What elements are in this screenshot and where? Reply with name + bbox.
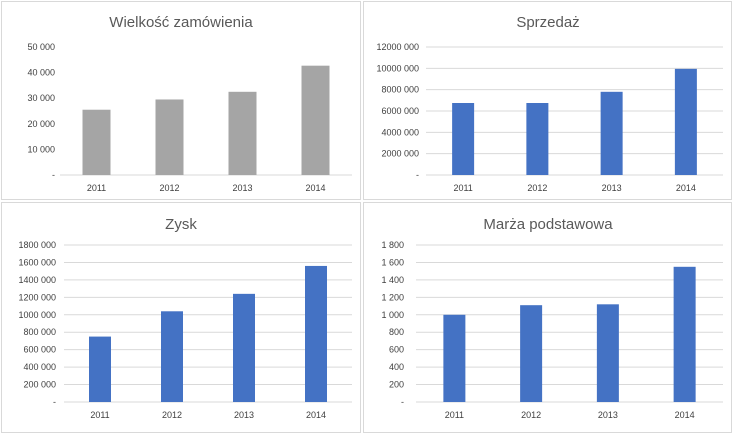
y-tick-label: -	[53, 397, 56, 407]
y-tick-label: 1200 000	[18, 292, 56, 302]
y-tick-label: 10 000	[27, 144, 55, 154]
y-tick-label: 200 000	[23, 380, 56, 390]
x-tick-label: 2013	[598, 410, 618, 420]
bar-2013	[228, 91, 257, 175]
x-tick-label: 2014	[306, 410, 326, 420]
y-tick-label: 600	[389, 345, 404, 355]
y-tick-label: 40 000	[27, 68, 55, 78]
y-tick-label: 12000 000	[376, 42, 419, 52]
y-tick-label: 20 000	[27, 119, 55, 129]
y-tick-label: 400	[389, 362, 404, 372]
y-tick-label: 1 000	[381, 310, 404, 320]
y-tick-label: 10000 000	[376, 63, 419, 73]
chart-panel-profit: Zysk - 200 000 400 000 600 000 800 000 1000 00…	[1, 202, 361, 433]
y-tick-label: 1 600	[381, 257, 404, 267]
x-tick-label: 2011	[87, 183, 106, 193]
y-tick-label: 50 000	[27, 42, 55, 52]
chart-panel-sales: Sprzedaż - 2000 000 4000 000 6000 000 8000 00…	[363, 1, 732, 200]
x-tick-label: 2012	[521, 410, 541, 420]
x-tick-label: 2014	[305, 183, 325, 193]
y-tick-label: 1 400	[381, 275, 404, 285]
x-tick-label: 2012	[527, 183, 547, 193]
bar-2013	[233, 293, 255, 402]
x-tick-label: 2014	[676, 183, 696, 193]
chart-panel-gross-margin: Marża podstawowa - 200 400 600 800 1 000 1 200 1…	[363, 202, 732, 433]
gross-margin-chart: Marża podstawowa - 200 400 600 800 1 000 1 200 1…	[381, 216, 723, 420]
y-tick-label: 4000 000	[381, 127, 419, 137]
y-tick-label: 1600 000	[18, 257, 56, 267]
chart-title: Sprzedaż	[516, 14, 579, 31]
x-tick-label: 2013	[602, 183, 622, 193]
bar-2012	[161, 311, 183, 402]
bar-2014	[674, 68, 697, 175]
bar-2014	[305, 265, 327, 402]
y-tick-label: 1000 000	[18, 310, 56, 320]
y-tick-label: 400 000	[23, 362, 56, 372]
bar-2011	[82, 109, 111, 175]
chart-panel-order-size: Wielkość zamówienia - 10 000 20 000 30 000 40…	[1, 1, 361, 200]
x-tick-label: 2012	[162, 410, 182, 420]
y-tick-label: 1 800	[381, 240, 404, 250]
x-tick-label: 2011	[453, 183, 472, 193]
y-tick-label: 30 000	[27, 93, 55, 103]
sales-chart: Sprzedaż - 2000 000 4000 000 6000 000 8000 00…	[376, 14, 723, 193]
profit-chart: Zysk - 200 000 400 000 600 000 800 000 1000 00…	[18, 216, 352, 420]
x-tick-label: 2014	[675, 410, 695, 420]
order-size-chart: Wielkość zamówienia - 10 000 20 000 30 000 40…	[27, 14, 352, 193]
y-tick-label: 2000 000	[381, 149, 419, 159]
chart-title: Wielkość zamówienia	[109, 14, 253, 31]
chart-title: Zysk	[165, 216, 197, 233]
chart-title: Marża podstawowa	[483, 216, 613, 233]
x-tick-label: 2011	[90, 410, 109, 420]
y-tick-label: 1 200	[381, 292, 404, 302]
bar-2012	[155, 99, 184, 175]
bar-2011	[89, 336, 111, 402]
x-tick-label: 2013	[232, 183, 252, 193]
y-tick-label: 8000 000	[381, 85, 419, 95]
bar-2014	[301, 65, 330, 175]
y-tick-label: -	[416, 170, 419, 180]
bar-2013	[596, 304, 619, 402]
bar-2012	[520, 305, 543, 402]
bar-2011	[443, 314, 466, 402]
y-tick-label: -	[401, 397, 404, 407]
y-tick-label: 200	[389, 380, 404, 390]
bar-2012	[526, 103, 549, 175]
x-tick-label: 2013	[234, 410, 254, 420]
y-tick-label: 1400 000	[18, 275, 56, 285]
y-tick-label: 6000 000	[381, 106, 419, 116]
y-tick-label: 800	[389, 327, 404, 337]
x-tick-label: 2011	[445, 410, 464, 420]
bar-2013	[600, 91, 623, 175]
y-tick-label: 1800 000	[18, 240, 56, 250]
y-tick-label: 800 000	[23, 327, 56, 337]
y-tick-label: -	[52, 170, 55, 180]
bar-2011	[452, 103, 475, 175]
y-tick-label: 600 000	[23, 345, 56, 355]
bar-2014	[673, 266, 696, 402]
x-tick-label: 2012	[159, 183, 179, 193]
